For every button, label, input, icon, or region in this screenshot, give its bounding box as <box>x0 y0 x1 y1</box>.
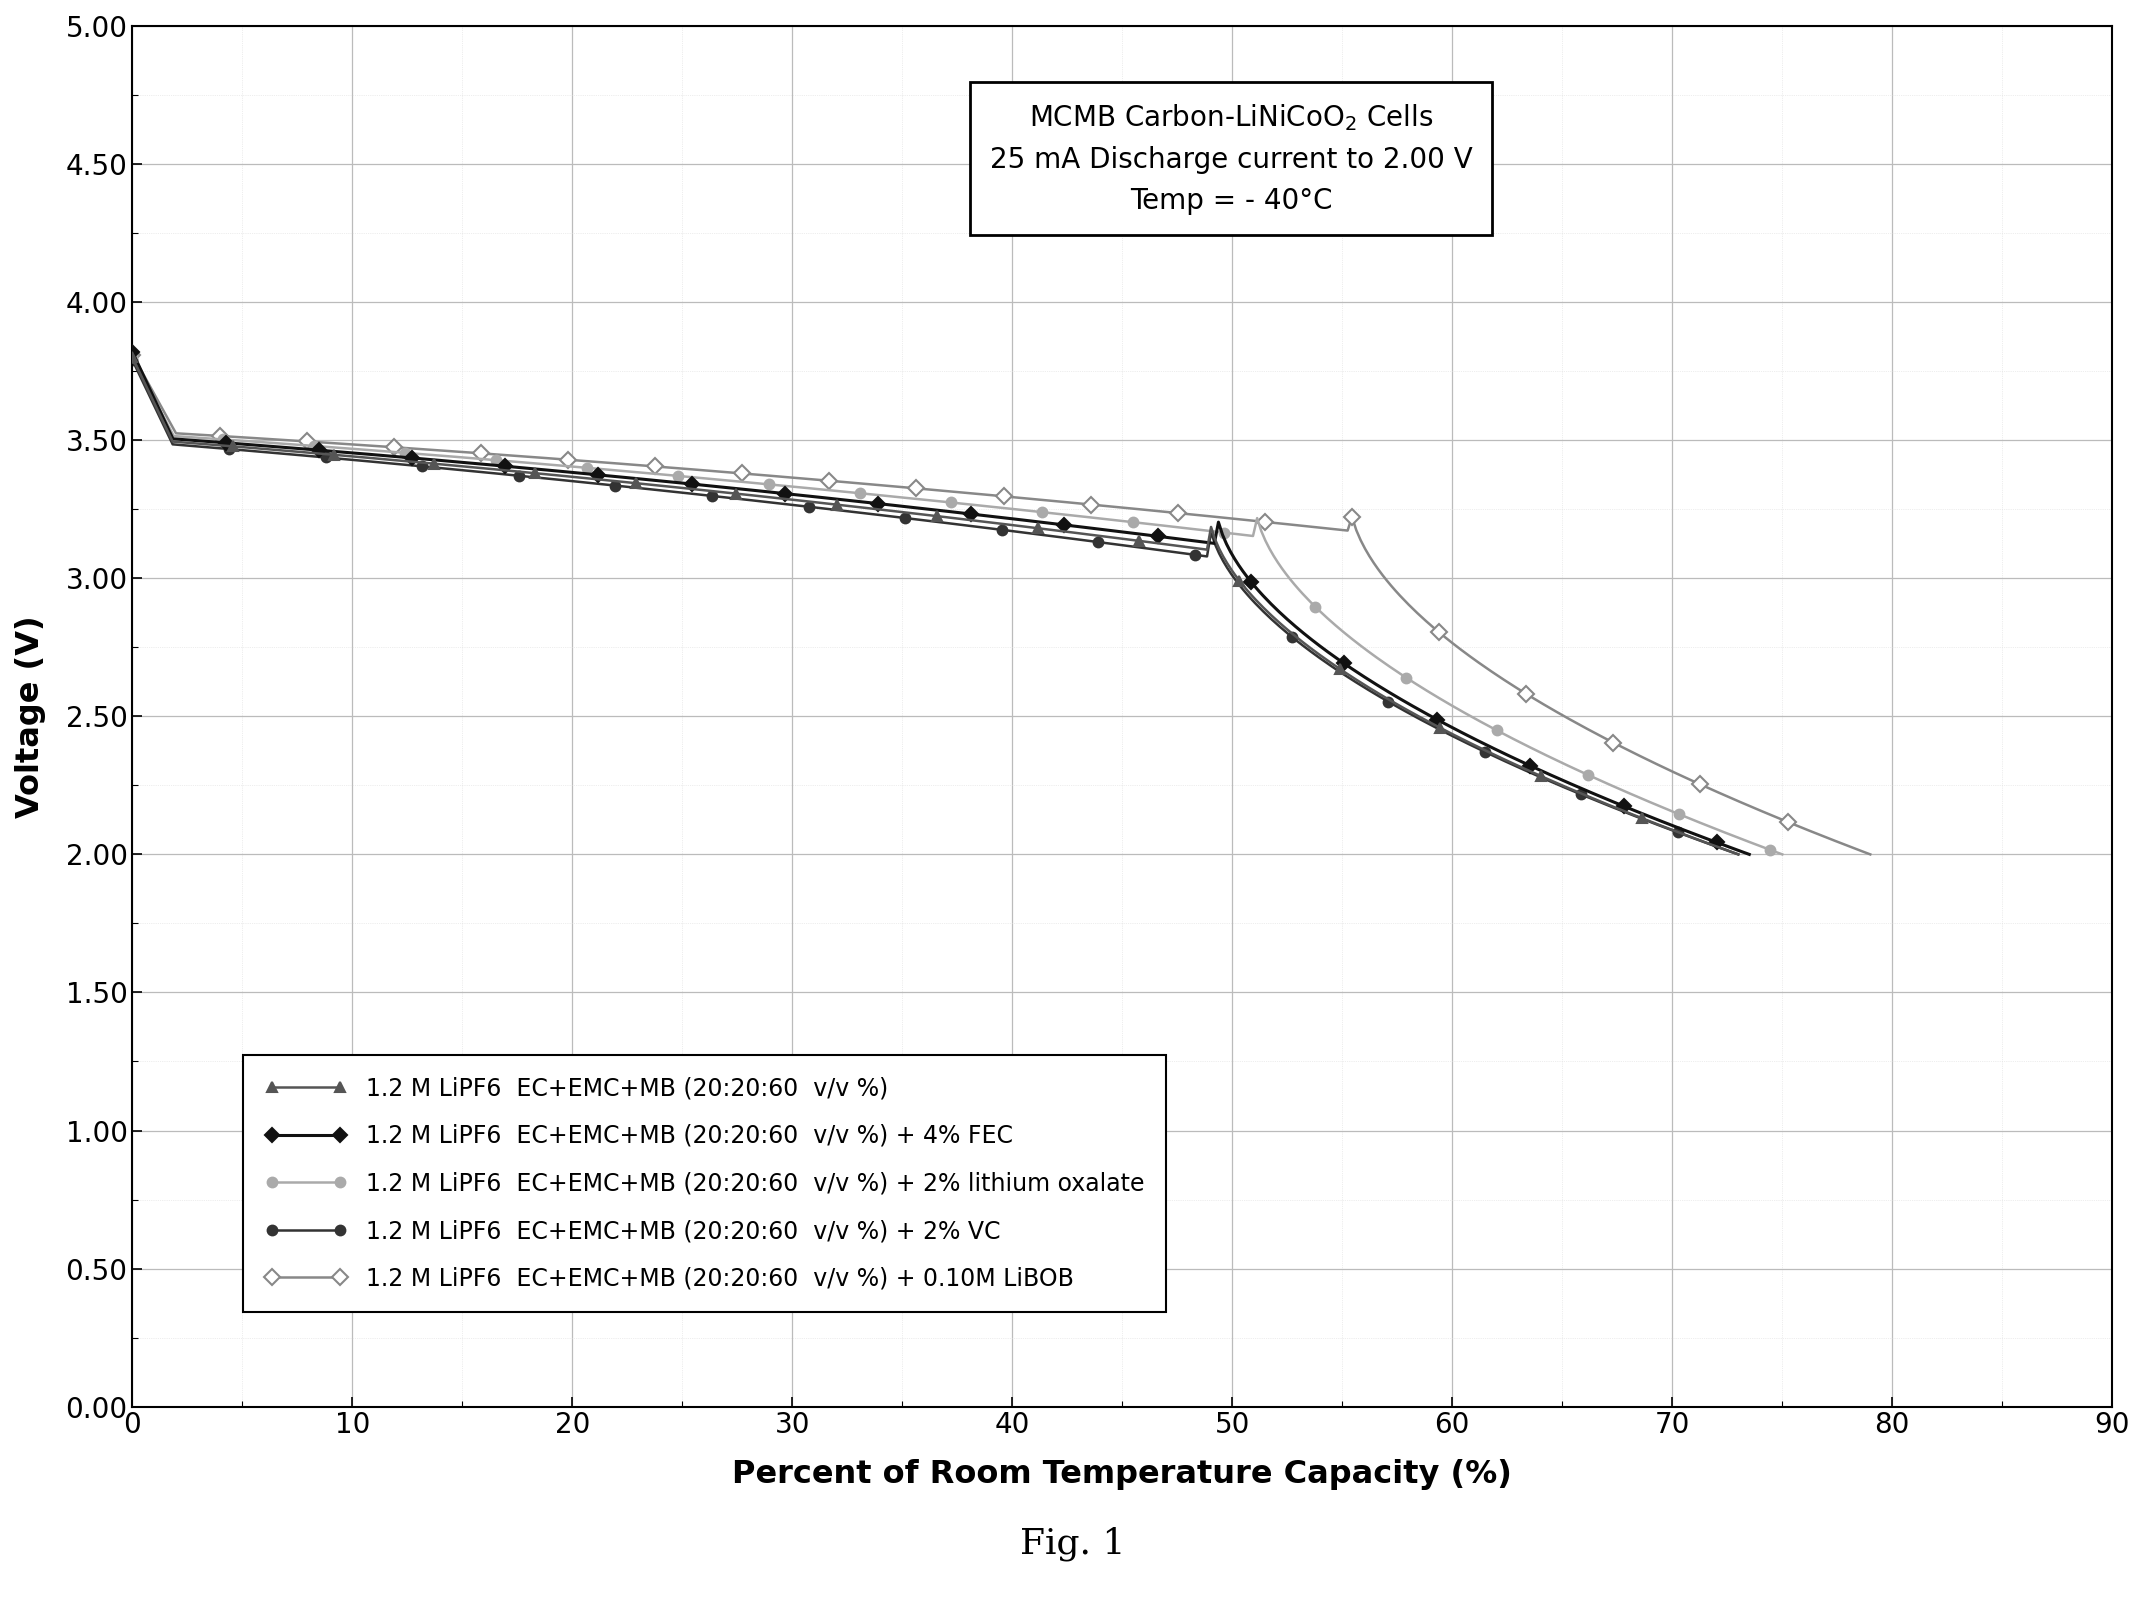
Line: 1.2 M LiPF6  EC+EMC+MB (20:20:60  v/v %) + 4% FEC: 1.2 M LiPF6 EC+EMC+MB (20:20:60 v/v %) +… <box>127 347 1755 860</box>
1.2 M LiPF6  EC+EMC+MB (20:20:60  v/v %) <box>755 487 781 506</box>
X-axis label: Percent of Room Temperature Capacity (%): Percent of Room Temperature Capacity (%) <box>731 1459 1512 1491</box>
1.2 M LiPF6  EC+EMC+MB (20:20:60  v/v %) <box>644 475 669 495</box>
1.2 M LiPF6  EC+EMC+MB (20:20:60  v/v %) + 0.10M LiBOB <box>120 344 146 363</box>
1.2 M LiPF6  EC+EMC+MB (20:20:60  v/v %) + 0.10M LiBOB <box>1384 581 1409 600</box>
1.2 M LiPF6  EC+EMC+MB (20:20:60  v/v %) + 2% VC <box>644 480 669 500</box>
1.2 M LiPF6  EC+EMC+MB (20:20:60  v/v %) <box>1130 532 1156 551</box>
1.2 M LiPF6  EC+EMC+MB (20:20:60  v/v %) + 2% VC <box>1725 845 1750 865</box>
1.2 M LiPF6  EC+EMC+MB (20:20:60  v/v %) + 4% FEC <box>313 442 339 461</box>
1.2 M LiPF6  EC+EMC+MB (20:20:60  v/v %) + 2% VC <box>120 351 146 370</box>
1.2 M LiPF6  EC+EMC+MB (20:20:60  v/v %) + 0.10M LiBOB <box>1858 845 1883 865</box>
Y-axis label: Voltage (V): Voltage (V) <box>15 615 45 818</box>
Line: 1.2 M LiPF6  EC+EMC+MB (20:20:60  v/v %) + 0.10M LiBOB: 1.2 M LiPF6 EC+EMC+MB (20:20:60 v/v %) +… <box>127 349 1877 860</box>
1.2 M LiPF6  EC+EMC+MB (20:20:60  v/v %) + 0.10M LiBOB <box>686 459 712 479</box>
1.2 M LiPF6  EC+EMC+MB (20:20:60  v/v %) + 0.10M LiBOB <box>1375 572 1401 591</box>
1.2 M LiPF6  EC+EMC+MB (20:20:60  v/v %) <box>120 347 146 367</box>
Text: MCMB Carbon-LiNiCoO$_2$ Cells
25 mA Discharge current to 2.00 V
Temp = - 40°C: MCMB Carbon-LiNiCoO$_2$ Cells 25 mA Disc… <box>989 102 1474 215</box>
Text: Fig. 1: Fig. 1 <box>1019 1526 1126 1561</box>
1.2 M LiPF6  EC+EMC+MB (20:20:60  v/v %) + 0.10M LiBOB <box>809 471 834 490</box>
1.2 M LiPF6  EC+EMC+MB (20:20:60  v/v %) + 2% VC <box>313 448 339 467</box>
Line: 1.2 M LiPF6  EC+EMC+MB (20:20:60  v/v %): 1.2 M LiPF6 EC+EMC+MB (20:20:60 v/v %) <box>127 352 1744 860</box>
1.2 M LiPF6  EC+EMC+MB (20:20:60  v/v %) + 4% FEC <box>1296 628 1321 647</box>
Line: 1.2 M LiPF6  EC+EMC+MB (20:20:60  v/v %) + 2% lithium oxalate: 1.2 M LiPF6 EC+EMC+MB (20:20:60 v/v %) +… <box>127 352 1787 860</box>
1.2 M LiPF6  EC+EMC+MB (20:20:60  v/v %) + 2% VC <box>1278 628 1304 647</box>
1.2 M LiPF6  EC+EMC+MB (20:20:60  v/v %) <box>1278 623 1304 642</box>
1.2 M LiPF6  EC+EMC+MB (20:20:60  v/v %) + 2% VC <box>755 493 781 512</box>
1.2 M LiPF6  EC+EMC+MB (20:20:60  v/v %) + 2% lithium oxalate <box>1311 605 1336 624</box>
1.2 M LiPF6  EC+EMC+MB (20:20:60  v/v %) + 2% lithium oxalate <box>1770 845 1795 865</box>
1.2 M LiPF6  EC+EMC+MB (20:20:60  v/v %) + 2% VC <box>1287 634 1313 653</box>
1.2 M LiPF6  EC+EMC+MB (20:20:60  v/v %) + 4% FEC <box>1137 525 1163 544</box>
1.2 M LiPF6  EC+EMC+MB (20:20:60  v/v %) + 2% lithium oxalate <box>1319 612 1345 631</box>
1.2 M LiPF6  EC+EMC+MB (20:20:60  v/v %) + 2% lithium oxalate <box>317 437 343 456</box>
1.2 M LiPF6  EC+EMC+MB (20:20:60  v/v %) <box>313 445 339 464</box>
1.2 M LiPF6  EC+EMC+MB (20:20:60  v/v %) + 2% lithium oxalate <box>772 477 798 496</box>
Line: 1.2 M LiPF6  EC+EMC+MB (20:20:60  v/v %) + 2% VC: 1.2 M LiPF6 EC+EMC+MB (20:20:60 v/v %) +… <box>127 355 1744 860</box>
1.2 M LiPF6  EC+EMC+MB (20:20:60  v/v %) + 2% VC <box>1130 538 1156 557</box>
1.2 M LiPF6  EC+EMC+MB (20:20:60  v/v %) + 2% lithium oxalate <box>1158 517 1184 536</box>
Legend: 1.2 M LiPF6  EC+EMC+MB (20:20:60  v/v %), 1.2 M LiPF6  EC+EMC+MB (20:20:60  v/v : 1.2 M LiPF6 EC+EMC+MB (20:20:60 v/v %), … <box>242 1055 1165 1311</box>
1.2 M LiPF6  EC+EMC+MB (20:20:60  v/v %) + 4% FEC <box>1287 620 1313 639</box>
1.2 M LiPF6  EC+EMC+MB (20:20:60  v/v %) + 4% FEC <box>646 471 671 490</box>
1.2 M LiPF6  EC+EMC+MB (20:20:60  v/v %) <box>1725 845 1750 865</box>
1.2 M LiPF6  EC+EMC+MB (20:20:60  v/v %) + 0.10M LiBOB <box>1212 508 1238 527</box>
1.2 M LiPF6  EC+EMC+MB (20:20:60  v/v %) + 2% lithium oxalate <box>120 347 146 367</box>
1.2 M LiPF6  EC+EMC+MB (20:20:60  v/v %) + 4% FEC <box>120 343 146 362</box>
1.2 M LiPF6  EC+EMC+MB (20:20:60  v/v %) + 0.10M LiBOB <box>328 434 354 453</box>
1.2 M LiPF6  EC+EMC+MB (20:20:60  v/v %) + 4% FEC <box>759 482 785 501</box>
1.2 M LiPF6  EC+EMC+MB (20:20:60  v/v %) <box>1287 631 1313 650</box>
1.2 M LiPF6  EC+EMC+MB (20:20:60  v/v %) + 4% FEC <box>1737 845 1763 865</box>
1.2 M LiPF6  EC+EMC+MB (20:20:60  v/v %) + 2% lithium oxalate <box>656 466 682 485</box>
